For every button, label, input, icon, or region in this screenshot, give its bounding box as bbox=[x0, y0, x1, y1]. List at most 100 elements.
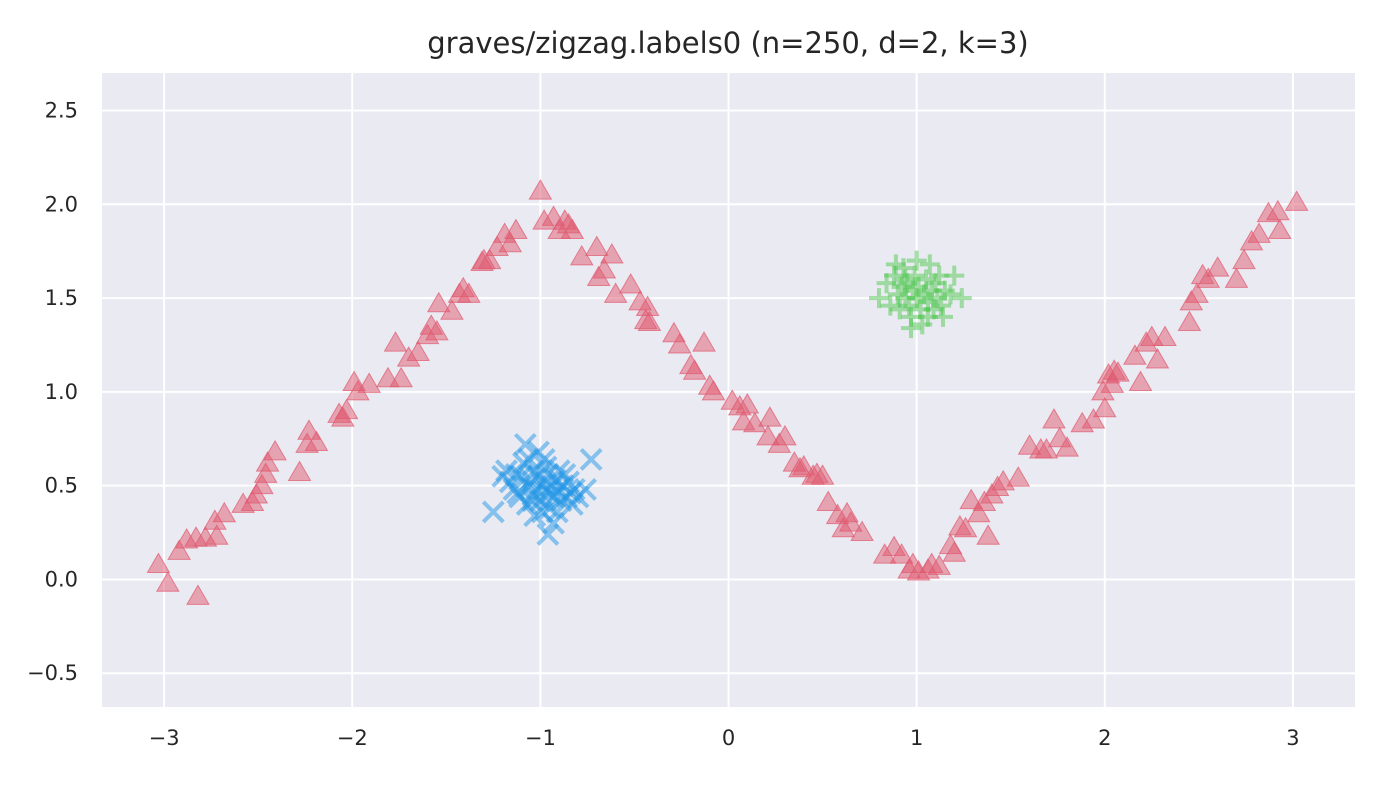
triangle-point bbox=[204, 524, 229, 545]
triangle-point bbox=[1092, 396, 1117, 418]
triangle-point bbox=[773, 424, 797, 446]
y-tick-label: 1.0 bbox=[45, 380, 78, 404]
triangle-point bbox=[735, 393, 760, 414]
triangle-point bbox=[426, 291, 451, 313]
plus-point bbox=[900, 318, 921, 339]
x-point bbox=[545, 500, 569, 524]
triangle-series bbox=[146, 179, 1309, 605]
x-tick-label: −1 bbox=[525, 726, 556, 750]
triangle-point bbox=[1247, 222, 1271, 243]
triangle-point bbox=[1100, 372, 1125, 393]
x-point bbox=[534, 455, 558, 479]
triangle-point bbox=[1034, 438, 1059, 459]
plus-point bbox=[885, 254, 906, 275]
triangle-point bbox=[498, 231, 523, 253]
triangle-point bbox=[692, 331, 716, 352]
x-tick-label: 1 bbox=[910, 726, 923, 750]
x-axis-ticks: −3 −2 −1 0 1 2 3 bbox=[149, 726, 1300, 750]
triangle-point bbox=[1042, 408, 1066, 429]
data-points bbox=[146, 179, 1309, 605]
plus-point bbox=[951, 288, 972, 309]
triangle-point bbox=[250, 473, 274, 495]
triangle-point bbox=[1106, 361, 1130, 382]
triangle-point bbox=[406, 340, 430, 361]
triangle-point bbox=[304, 430, 329, 452]
x-point bbox=[521, 489, 545, 513]
triangle-point bbox=[667, 332, 692, 354]
triangle-point bbox=[701, 379, 726, 401]
triangle-point bbox=[1196, 267, 1221, 288]
triangle-point bbox=[1185, 282, 1209, 303]
x-point bbox=[538, 481, 562, 505]
triangle-point bbox=[334, 398, 359, 420]
x-tick-label: 2 bbox=[1098, 726, 1111, 750]
y-tick-label: 2.5 bbox=[45, 99, 78, 123]
triangle-point bbox=[186, 584, 210, 605]
triangle-point bbox=[838, 511, 863, 532]
triangle-point bbox=[942, 541, 967, 562]
triangle-point bbox=[791, 454, 816, 476]
triangle-point bbox=[599, 242, 624, 264]
triangle-point bbox=[618, 272, 643, 294]
triangle-point bbox=[167, 539, 192, 560]
plus-point bbox=[916, 269, 937, 290]
x-point bbox=[574, 477, 597, 501]
triangle-point bbox=[850, 520, 874, 542]
triangle-point bbox=[255, 451, 280, 472]
triangle-point bbox=[756, 424, 780, 446]
x-point bbox=[504, 462, 528, 486]
triangle-point bbox=[457, 282, 481, 303]
x-point bbox=[508, 485, 532, 509]
y-tick-label: 1.5 bbox=[45, 286, 78, 310]
x-series bbox=[481, 432, 603, 546]
x-tick-label: 3 bbox=[1286, 726, 1299, 750]
chart-title: graves/zigzag.labels0 (n=250, d=2, k=3) bbox=[427, 26, 1028, 60]
triangle-point bbox=[966, 501, 991, 523]
triangle-point bbox=[287, 460, 312, 482]
y-tick-label: 2.0 bbox=[45, 192, 78, 216]
triangle-point bbox=[927, 554, 952, 575]
x-point bbox=[481, 500, 505, 524]
grid-lines bbox=[102, 73, 1355, 707]
y-tick-label: −0.5 bbox=[27, 661, 78, 685]
triangle-point bbox=[1081, 408, 1106, 429]
triangle-point bbox=[1055, 436, 1080, 457]
y-tick-label: 0.5 bbox=[45, 474, 78, 498]
plus-point bbox=[906, 250, 927, 271]
triangle-point bbox=[889, 543, 914, 564]
plus-point bbox=[895, 269, 916, 290]
plus-point bbox=[932, 306, 953, 327]
triangle-point bbox=[263, 439, 287, 461]
triangle-point bbox=[253, 462, 278, 483]
triangle-point bbox=[504, 218, 528, 240]
plus-point bbox=[869, 288, 890, 309]
plus-point bbox=[889, 299, 910, 320]
triangle-point bbox=[1224, 267, 1249, 288]
triangle-point bbox=[1267, 218, 1292, 240]
x-point bbox=[579, 447, 603, 471]
plus-point bbox=[944, 265, 965, 286]
x-tick-label: 0 bbox=[722, 726, 735, 750]
triangle-point bbox=[637, 310, 662, 331]
x-point bbox=[527, 440, 550, 464]
y-axis-ticks: −0.5 0.0 0.5 1.0 1.5 2.0 2.5 bbox=[27, 99, 78, 686]
triangle-point bbox=[1153, 325, 1177, 346]
x-point bbox=[536, 523, 560, 546]
triangle-point bbox=[440, 299, 464, 320]
triangle-point bbox=[1205, 256, 1230, 277]
triangle-point bbox=[528, 179, 553, 200]
triangle-point bbox=[810, 464, 835, 485]
x-tick-label: −2 bbox=[337, 726, 368, 750]
plus-series bbox=[869, 250, 972, 339]
triangle-point bbox=[976, 524, 1000, 545]
triangle-point bbox=[389, 366, 414, 388]
triangle-point bbox=[477, 248, 502, 270]
triangle-point bbox=[816, 490, 841, 512]
plus-point bbox=[880, 295, 901, 316]
triangle-point bbox=[1232, 248, 1256, 270]
triangle-point bbox=[758, 406, 782, 427]
triangle-point bbox=[742, 411, 767, 433]
triangle-point bbox=[155, 571, 180, 592]
y-tick-label: 0.0 bbox=[45, 567, 78, 591]
